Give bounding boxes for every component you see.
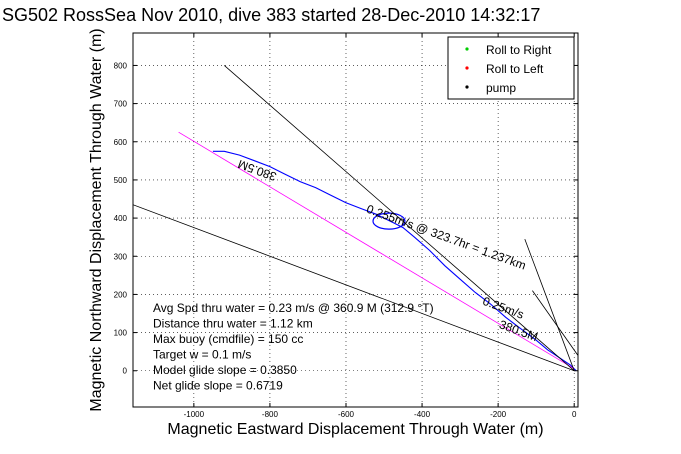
- current-vector-line: [224, 65, 575, 372]
- dive-stat-line: Avg Spd thru water = 0.23 m/s @ 360.9 M …: [153, 301, 434, 315]
- y-tick-label: 700: [114, 100, 128, 109]
- chart-title: SG502 RossSea Nov 2010, dive 383 started…: [2, 5, 540, 25]
- dive-track-line: [212, 150, 577, 372]
- y-axis-label: Magnetic Northward Displacement Through …: [88, 28, 105, 411]
- y-tick-label: 0: [123, 367, 128, 376]
- dive-stat-line: Model glide slope = 0.3850: [153, 363, 297, 377]
- y-tick-label: 300: [114, 252, 128, 261]
- axis-ticks: -1000 -800 -600 -400 -200 0 0 100 200 300 400 500 60…: [114, 33, 578, 419]
- x-tick-label: 0: [572, 410, 577, 419]
- plot-area-frame: [132, 32, 579, 408]
- y-tick-label: 600: [114, 138, 128, 147]
- dive-stat-line: Target w = 0.1 m/s: [153, 348, 251, 362]
- x-tick-label: -600: [338, 410, 355, 419]
- track-loop: [372, 212, 406, 230]
- y-tick-label: 800: [114, 61, 128, 70]
- x-tick-label: -800: [262, 410, 279, 419]
- legend-label: Roll to Right: [486, 43, 552, 57]
- legend-box: [447, 36, 575, 100]
- legend-label: pump: [486, 81, 516, 95]
- data-series: [133, 65, 578, 372]
- plot-clip-group: [133, 65, 578, 372]
- legend-marker: [465, 66, 469, 70]
- legend-marker: [465, 47, 469, 51]
- y-tick-label: 400: [114, 214, 128, 223]
- current-vector-line: [133, 204, 575, 372]
- dive-stats-block: Avg Spd thru water = 0.23 m/s @ 360.9 M …: [153, 301, 434, 393]
- y-tick-label: 100: [114, 329, 128, 338]
- legend: Roll to Right Roll to Left pump: [447, 36, 575, 100]
- legend-label: Roll to Left: [486, 62, 544, 76]
- x-axis-label: Magnetic Eastward Displacement Through W…: [167, 421, 543, 438]
- dive-stat-line: Max buoy (cmdfile) = 150 cc: [153, 332, 303, 346]
- legend-marker: [465, 85, 469, 89]
- x-tick-label: -200: [490, 410, 507, 419]
- y-tick-label: 200: [114, 290, 128, 299]
- current-vector-line: [524, 238, 575, 371]
- current-vector-line: [532, 290, 578, 356]
- x-tick-label: -1000: [184, 410, 205, 419]
- x-tick-label: -400: [414, 410, 431, 419]
- dive-stat-line: Net glide slope = 0.6719: [153, 379, 283, 393]
- y-tick-label: 500: [114, 176, 128, 185]
- model-glide-line: [178, 131, 575, 370]
- dive-stat-line: Distance thru water = 1.12 km: [153, 317, 313, 331]
